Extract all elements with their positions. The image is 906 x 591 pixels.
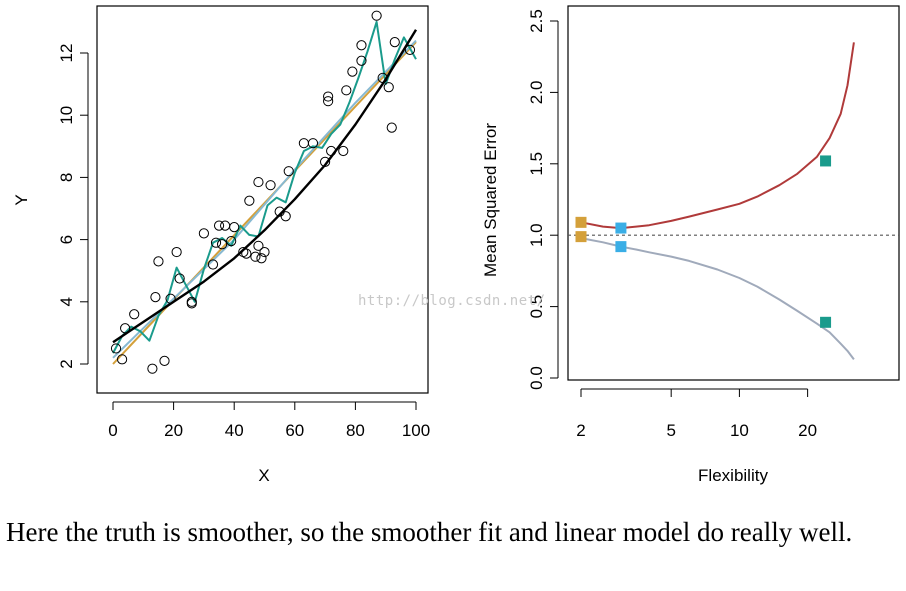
data-point: [220, 220, 231, 231]
data-point: [198, 228, 209, 239]
data-point: [241, 248, 252, 259]
right-x-tick-label: 20: [798, 421, 817, 440]
mse-marker: [820, 155, 832, 167]
data-point: [238, 246, 249, 258]
mse-marker: [820, 316, 832, 328]
data-point: [253, 176, 264, 188]
data-point: [216, 239, 228, 250]
left-x-tick-label: 80: [346, 421, 365, 440]
data-point: [256, 253, 267, 264]
data-point: [320, 156, 331, 167]
data-point: [341, 85, 352, 96]
right-chart: 2 5 10 20 0.0 0.5 1.0 1.5 2.0 2.5 Flexibility Me…: [481, 5, 900, 485]
mse-marker: [615, 222, 627, 234]
left-y-tick-label: 12: [57, 44, 76, 63]
data-point: [386, 122, 397, 133]
train-mse-curve: [580, 237, 855, 361]
right-plot-frame: [567, 5, 900, 381]
right-y-tick-label: 0.5: [527, 295, 546, 319]
data-point: [307, 138, 319, 149]
left-curve-smooth: [112, 39, 417, 359]
left-chart: 0 20 40 60 80 100 2 4 6 8 10 12 X Y: [12, 5, 430, 485]
data-point: [129, 309, 140, 320]
watermark: http://blog.csdn.net/: [358, 293, 546, 309]
data-point: [110, 343, 122, 354]
right-x-axis-label: Flexibility: [698, 466, 768, 485]
mse-marker: [575, 231, 587, 243]
data-point: [153, 256, 164, 267]
data-point: [283, 166, 294, 177]
data-point: [253, 240, 264, 251]
left-y-tick-label: 8: [57, 173, 76, 182]
data-point: [171, 246, 182, 258]
left-plot-frame: [96, 5, 429, 394]
left-x-tick-label: 0: [108, 421, 117, 440]
left-x-axis-label: X: [258, 466, 269, 485]
left-x-tick-label: 100: [402, 421, 430, 440]
left-curve-truth: [112, 29, 418, 344]
left-x-tick-label: 60: [285, 421, 304, 440]
data-point: [244, 195, 255, 206]
right-y-axis-label: Mean Squared Error: [481, 123, 500, 277]
data-point: [280, 211, 291, 222]
left-y-tick-label: 4: [57, 297, 76, 306]
data-point: [207, 259, 219, 270]
mse-marker: [575, 216, 587, 228]
right-y-tick-label: 2.5: [527, 9, 546, 33]
data-point: [226, 236, 237, 247]
left-y-tick-label: 10: [57, 106, 76, 125]
left-curve-linear: [112, 41, 417, 365]
data-point: [174, 273, 185, 284]
left-y-tick-label: 6: [57, 235, 76, 244]
data-point: [150, 292, 161, 303]
data-point: [389, 37, 400, 48]
data-point: [338, 145, 349, 157]
data-point: [159, 355, 170, 366]
data-point: [120, 323, 131, 334]
caption-text: Here the truth is smoother, so the smoot…: [6, 517, 853, 547]
right-x-tick-label: 10: [730, 421, 749, 440]
data-point: [356, 55, 367, 66]
data-point: [323, 91, 334, 102]
mse-marker: [615, 241, 627, 253]
data-point: [404, 44, 416, 55]
data-point: [265, 180, 276, 191]
right-y-tick-label: 1.0: [527, 223, 546, 247]
test-mse-curve: [580, 42, 855, 230]
data-point: [356, 40, 367, 51]
data-point: [147, 363, 158, 374]
right-y-tick-label: 0.0: [527, 366, 546, 390]
right-y-tick-label: 2.0: [527, 81, 546, 105]
data-point: [377, 72, 388, 83]
figure: 0 20 40 60 80 100 2 4 6 8 10 12 X Y 2 5 10 20 0.0 0.5 1…: [12, 5, 900, 485]
left-y-axis-label: Y: [12, 194, 31, 205]
data-point: [213, 220, 225, 231]
right-y-tick-label: 1.5: [527, 152, 546, 176]
right-x-tick-label: 5: [666, 421, 675, 440]
left-y-tick-label: 2: [57, 359, 76, 368]
data-point: [229, 222, 240, 233]
data-point: [186, 298, 197, 309]
left-x-tick-label: 20: [164, 421, 183, 440]
data-point: [383, 82, 394, 93]
data-point: [116, 354, 128, 365]
data-point: [250, 251, 261, 262]
data-point: [323, 96, 334, 107]
data-point: [347, 66, 358, 77]
data-point: [210, 237, 222, 248]
data-point: [165, 293, 176, 304]
data-point: [259, 246, 270, 258]
data-point: [326, 145, 337, 157]
left-x-tick-label: 40: [225, 421, 244, 440]
data-point: [371, 10, 382, 21]
right-x-tick-label: 2: [576, 421, 585, 440]
data-point: [298, 138, 309, 149]
